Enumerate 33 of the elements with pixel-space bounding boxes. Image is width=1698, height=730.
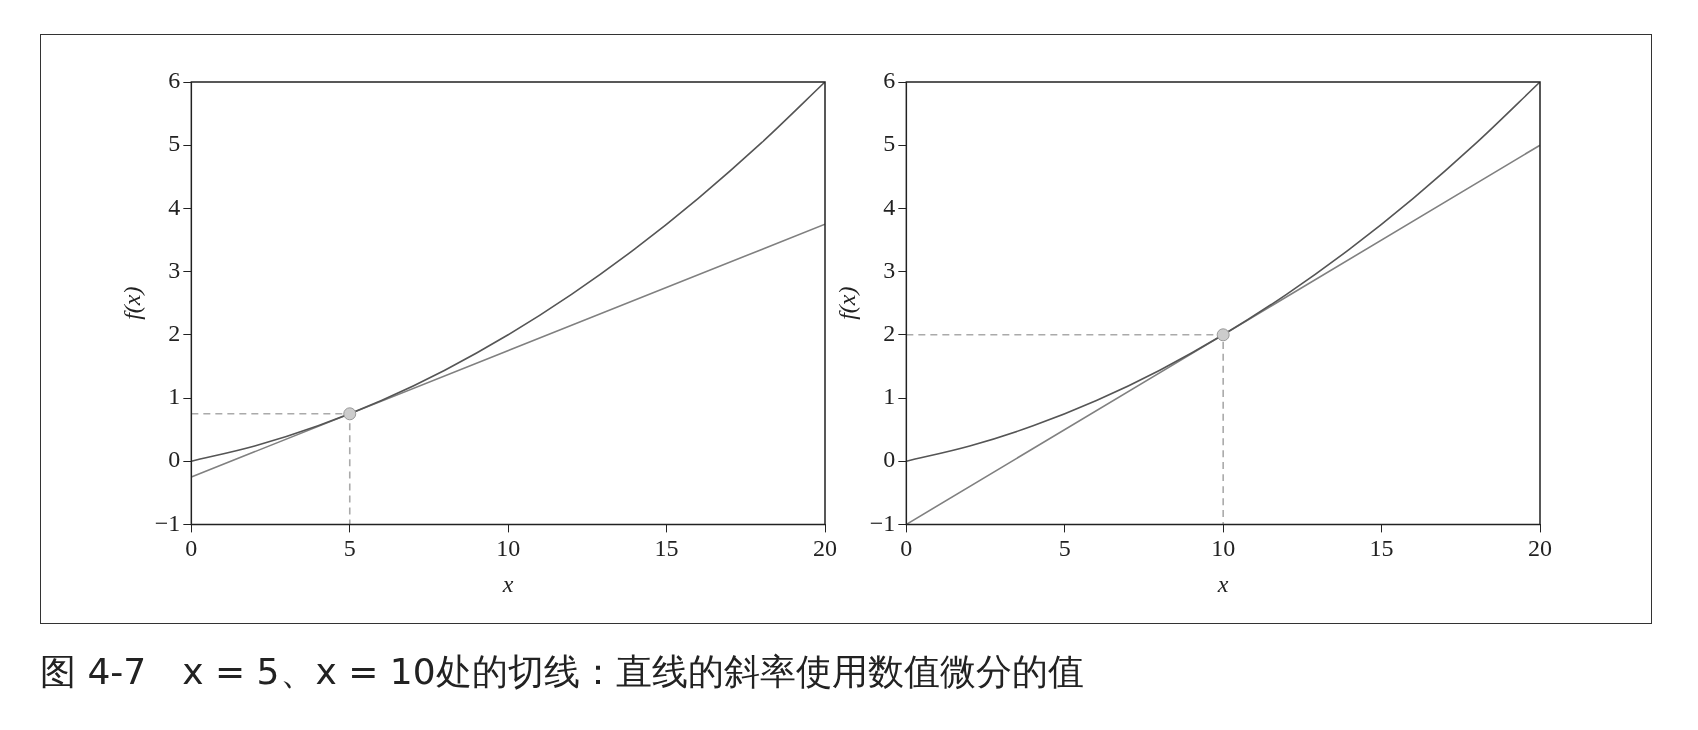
x-tick-label: 10 xyxy=(1211,535,1236,562)
x-tick-label: 5 xyxy=(343,535,356,562)
y-tick-label: 5 xyxy=(883,130,896,157)
caption: 图 4-7 x = 5、x = 10处的切线：直线的斜率使用数值微分的值 xyxy=(40,650,1084,694)
y-tick-label: 6 xyxy=(883,67,896,94)
x-tick-label: 20 xyxy=(813,535,837,562)
y-tick-label: 4 xyxy=(168,193,181,220)
y-tick-label: 1 xyxy=(168,383,181,410)
y-tick-label: 5 xyxy=(168,130,181,157)
line-series xyxy=(906,82,1540,462)
y-tick-label: 0 xyxy=(168,446,181,473)
y-tick-label: 3 xyxy=(168,256,181,283)
line-series xyxy=(191,82,825,462)
y-tick-label: 2 xyxy=(168,320,181,347)
y-axis-title: f(x) xyxy=(833,286,860,320)
x-tick-label: 0 xyxy=(185,535,198,562)
x-tick-label: 5 xyxy=(1058,535,1071,562)
y-tick-label: 2 xyxy=(883,320,896,347)
x-axis-title: x xyxy=(1216,570,1229,597)
x-tick-label: 0 xyxy=(900,535,913,562)
y-tick-label: 0 xyxy=(883,446,896,473)
x-tick-label: 15 xyxy=(654,535,679,562)
y-tick-label: 1 xyxy=(883,383,896,410)
y-tick-label: −1 xyxy=(869,509,896,536)
y-tick-label: −1 xyxy=(154,509,181,536)
y-tick-label: 6 xyxy=(168,67,181,94)
x-tick-label: 15 xyxy=(1369,535,1394,562)
y-tick-label: 4 xyxy=(883,193,896,220)
y-axis-title: f(x) xyxy=(118,286,145,320)
x-tick-label: 10 xyxy=(496,535,521,562)
x-axis-title: x xyxy=(501,570,514,597)
x-tick-label: 20 xyxy=(1528,535,1552,562)
y-tick-label: 3 xyxy=(883,256,896,283)
